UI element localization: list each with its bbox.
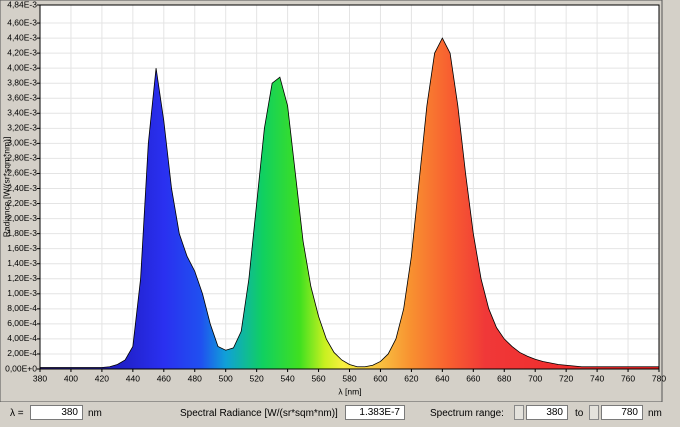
y-tick-label: 4,20E-3 xyxy=(7,47,37,57)
x-tick-label: 740 xyxy=(590,373,604,383)
x-tick-label: 560 xyxy=(311,373,325,383)
y-tick-label: 4,84E-3 xyxy=(7,0,37,9)
radiance-label: Spectral Radiance [W/(sr*sqm*nm)] xyxy=(180,408,338,419)
spectrum-line xyxy=(40,37,659,368)
x-tick-label: 700 xyxy=(528,373,542,383)
x-tick-label: 580 xyxy=(342,373,356,383)
y-tick-label: 4,40E-3 xyxy=(7,32,37,42)
plot-border xyxy=(39,4,660,370)
range-from-input[interactable]: 380 xyxy=(526,405,568,420)
y-tick-label: 2,80E-3 xyxy=(7,153,37,163)
range-to-label: to xyxy=(575,408,584,419)
y-tick-label: 1,40E-3 xyxy=(7,258,37,268)
x-tick-label: 640 xyxy=(435,373,449,383)
y-tick-label: 2,00E-4 xyxy=(7,348,37,358)
range-from-spinner[interactable] xyxy=(514,405,524,420)
x-axis-label: λ [nm] xyxy=(338,386,361,396)
control-bar: λ = 380 nm Spectral Radiance [W/(sr*sqm*… xyxy=(0,402,680,427)
x-tick-label: 620 xyxy=(404,373,418,383)
x-tick-label: 540 xyxy=(281,373,295,383)
y-tick-label: 2,00E-3 xyxy=(7,213,37,223)
range-label: Spectrum range: xyxy=(430,408,504,419)
y-tick-label: 4,00E-3 xyxy=(7,62,37,72)
y-tick-label: 0,00E+0 xyxy=(5,363,37,373)
y-axis-label: Radiance [W/(sr*sqm*nm)] xyxy=(1,137,11,238)
y-tick-label: 3,20E-3 xyxy=(7,123,37,133)
range-to-input[interactable]: 780 xyxy=(601,405,643,420)
x-tick-label: 380 xyxy=(33,373,47,383)
lambda-input[interactable]: 380 xyxy=(30,405,83,420)
x-tick-label: 600 xyxy=(373,373,387,383)
y-tick-label: 1,00E-3 xyxy=(7,288,37,298)
x-tick-label: 500 xyxy=(219,373,233,383)
lambda-label: λ = xyxy=(10,408,24,419)
y-tick-label: 2,20E-3 xyxy=(7,198,37,208)
x-tick-label: 460 xyxy=(157,373,171,383)
frame xyxy=(0,0,663,402)
y-tick-label: 3,00E-3 xyxy=(7,138,37,148)
y-tick-label: 3,60E-3 xyxy=(7,93,37,103)
chart: 0,00E+0 2,00E-4 4,00E-4 6,00E-4 8,00E-4 1,00E… xyxy=(0,0,666,402)
range-unit: nm xyxy=(648,408,662,419)
spectrum-area xyxy=(40,38,659,370)
x-tick-label: 780 xyxy=(652,373,666,383)
y-tick-label: 1,20E-3 xyxy=(7,273,37,283)
x-tick-label: 520 xyxy=(250,373,264,383)
y-tick-label: 6,00E-4 xyxy=(7,318,37,328)
y-tick-label: 3,40E-3 xyxy=(7,108,37,118)
y-tick-label: 4,00E-4 xyxy=(7,333,37,343)
x-tick-label: 660 xyxy=(466,373,480,383)
lambda-unit: nm xyxy=(88,408,102,419)
range-to-spinner[interactable] xyxy=(589,405,599,420)
y-tick-label: 2,60E-3 xyxy=(7,168,37,178)
y-tick-label: 8,00E-4 xyxy=(7,303,37,313)
x-tick-label: 680 xyxy=(497,373,511,383)
y-tick-label: 1,60E-3 xyxy=(7,243,37,253)
x-tick-label: 420 xyxy=(95,373,109,383)
radiance-value: 1.383E-7 xyxy=(345,405,405,420)
x-tick-label: 480 xyxy=(188,373,202,383)
y-tick-label: 2,40E-3 xyxy=(7,183,37,193)
y-tick-label: 1,80E-3 xyxy=(7,228,37,238)
y-tick-label: 4,60E-3 xyxy=(7,17,37,27)
x-tick-label: 760 xyxy=(621,373,635,383)
x-tick-label: 720 xyxy=(559,373,573,383)
y-tick-label: 3,80E-3 xyxy=(7,77,37,87)
x-tick-label: 400 xyxy=(64,373,78,383)
x-tick-label: 440 xyxy=(126,373,140,383)
